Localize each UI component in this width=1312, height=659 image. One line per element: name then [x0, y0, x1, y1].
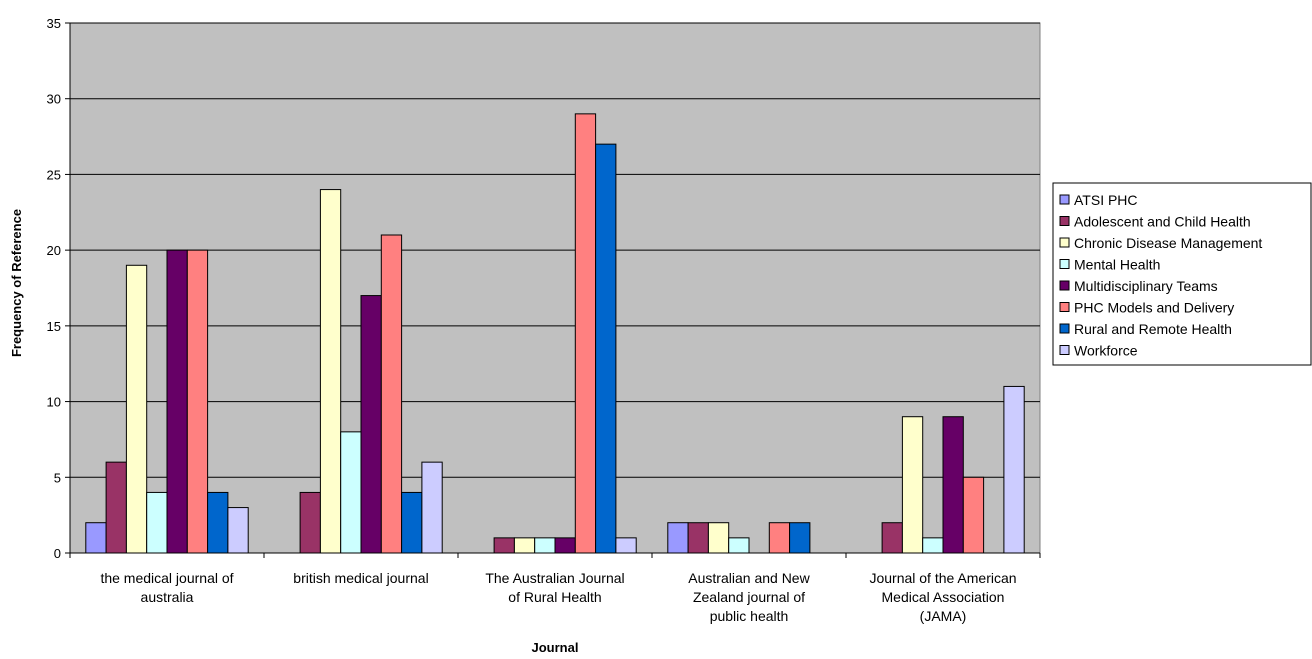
legend-swatch — [1059, 237, 1070, 248]
legend-swatch — [1059, 323, 1070, 334]
legend-label: ATSI PHC — [1074, 192, 1138, 208]
bar-workforce — [615, 537, 637, 554]
bar-mental-health — [340, 431, 362, 554]
bar-multidisciplinary-teams — [942, 416, 964, 554]
bar-rural-and-remote-health — [789, 522, 811, 554]
legend-swatch — [1059, 216, 1070, 226]
bar-rural-and-remote-health — [401, 491, 423, 554]
plot-area — [69, 22, 1041, 554]
bar-mental-health — [146, 491, 168, 554]
legend-label: Chronic Disease Management — [1074, 235, 1262, 251]
y-tick-label: 5 — [54, 470, 61, 485]
x-axis-title: Journal — [532, 640, 579, 655]
bar-phc-models-and-delivery — [574, 113, 597, 554]
y-tick-label: 10 — [47, 395, 61, 410]
bar-phc-models-and-delivery — [962, 476, 985, 554]
bar-atsi-phc — [85, 522, 107, 554]
bar-mental-health — [728, 537, 750, 554]
legend-label: Workforce — [1074, 343, 1138, 359]
y-axis-title: Frequency of Reference — [9, 209, 24, 357]
bar-atsi-phc — [667, 522, 689, 554]
bar-multidisciplinary-teams — [360, 295, 382, 554]
bar-adolescent-and-child-health — [299, 491, 321, 554]
bar-chronic-disease-management — [125, 264, 148, 554]
y-tick-label: 20 — [47, 243, 61, 258]
bar-chronic-disease-management — [901, 416, 924, 554]
y-tick-label: 30 — [47, 92, 61, 107]
y-tick-label: 25 — [47, 167, 61, 182]
bar-multidisciplinary-teams — [554, 537, 576, 554]
legend-label: PHC Models and Delivery — [1074, 300, 1234, 316]
bar-adolescent-and-child-health — [881, 522, 903, 554]
bar-workforce — [421, 461, 443, 554]
bar-adolescent-and-child-health — [105, 461, 127, 554]
x-tick-label: Australian and New Zealand journal of publ… — [688, 570, 810, 624]
y-tick-label: 35 — [47, 16, 61, 31]
x-tick-label: The Australian Journal of Rural Health — [485, 570, 624, 605]
bar-rural-and-remote-health — [595, 143, 617, 554]
bar-workforce — [1003, 385, 1025, 554]
bar-chronic-disease-management — [513, 537, 536, 554]
bar-mental-health — [922, 537, 944, 554]
legend-label: Rural and Remote Health — [1074, 321, 1232, 337]
x-tick-label: british medical journal — [293, 570, 428, 586]
bar-phc-models-and-delivery — [186, 249, 209, 554]
legend-label: Adolescent and Child Health — [1074, 214, 1251, 230]
x-tick-label: Journal of the American Medical Associati… — [869, 570, 1016, 624]
bar-adolescent-and-child-health — [687, 522, 709, 554]
legend-swatch — [1059, 280, 1070, 291]
bar-phc-models-and-delivery — [768, 522, 791, 554]
bar-adolescent-and-child-health — [493, 537, 515, 554]
bar-chronic-disease-management — [707, 522, 730, 554]
bar-rural-and-remote-health — [207, 491, 229, 554]
legend-swatch — [1059, 259, 1070, 269]
bar-workforce — [227, 507, 249, 554]
bar-mental-health — [534, 537, 556, 554]
x-tick-label: the medical journal of australia — [100, 570, 233, 605]
legend-swatch — [1059, 302, 1070, 312]
legend-label: Multidisciplinary Teams — [1074, 278, 1218, 294]
legend-swatch — [1059, 194, 1070, 205]
y-tick-label: 0 — [54, 546, 61, 561]
bar-multidisciplinary-teams — [166, 249, 188, 554]
legend-swatch — [1059, 345, 1070, 355]
legend-label: Mental Health — [1074, 257, 1160, 273]
y-tick-label: 15 — [47, 319, 61, 334]
legend — [1052, 182, 1312, 366]
bar-phc-models-and-delivery — [380, 234, 403, 554]
bar-chronic-disease-management — [319, 189, 342, 554]
